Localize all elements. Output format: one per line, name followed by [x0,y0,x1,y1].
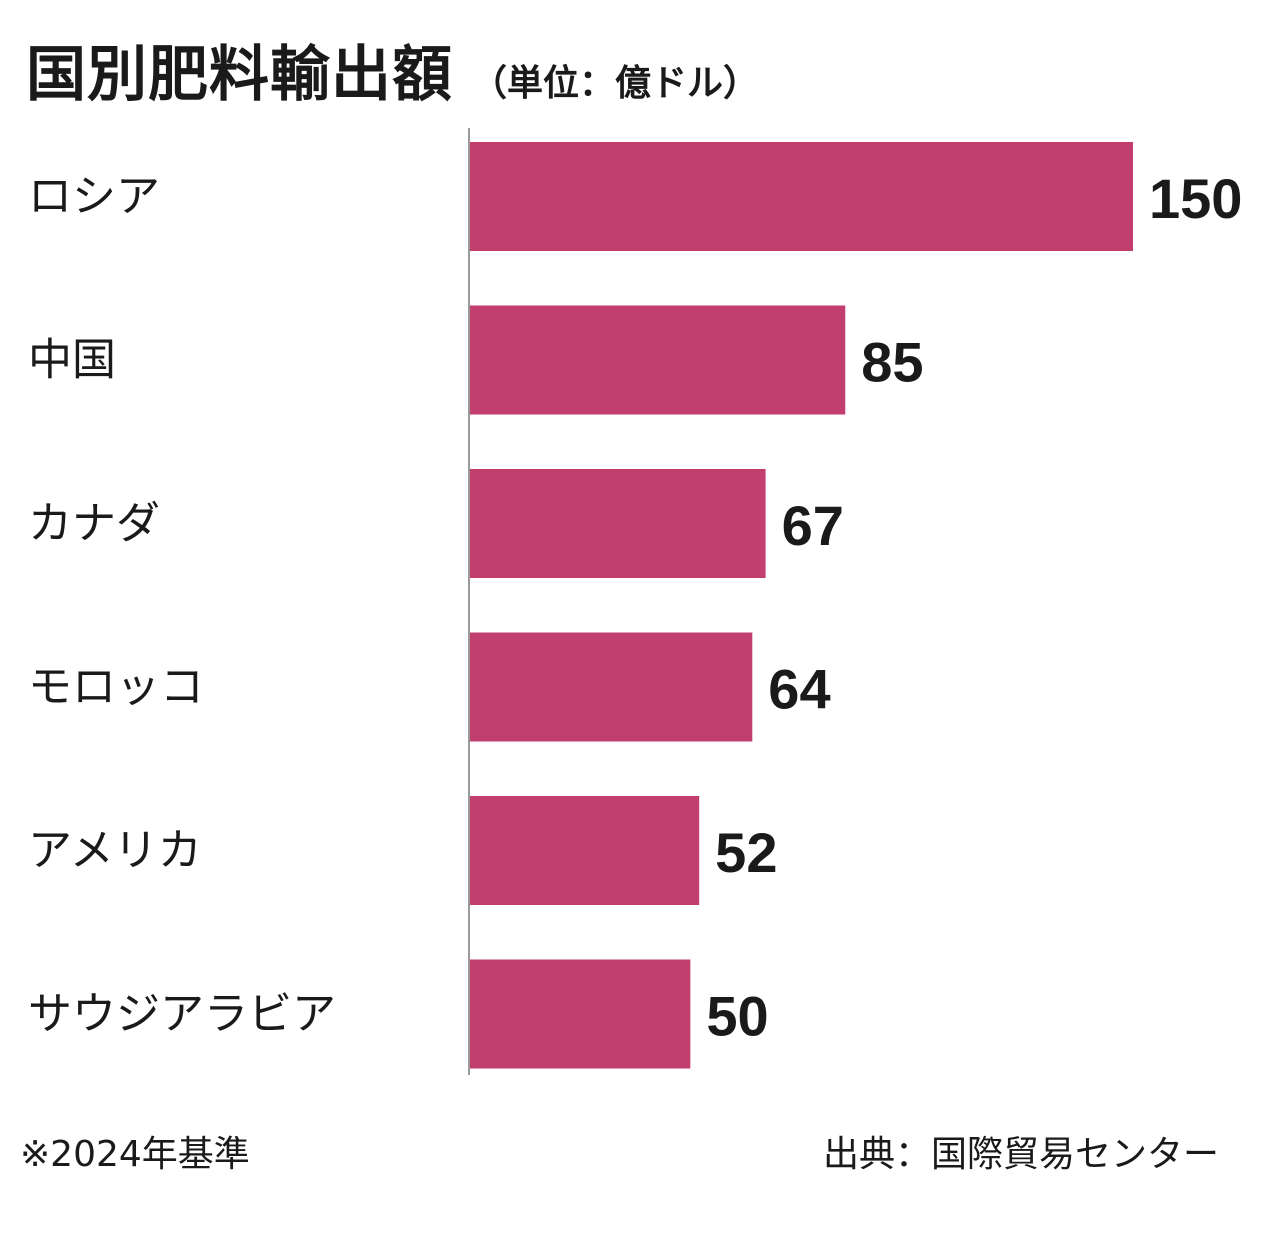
data-label: 67 [782,494,844,557]
chart-title: 国別肥料輸出額 [26,40,453,110]
footnote: ※2024年基準 [20,1134,250,1175]
bar [469,796,700,905]
category-label: 中国 [28,335,116,386]
category-label: ロシア [28,171,160,222]
bar [469,959,691,1069]
data-label: 52 [715,821,777,884]
data-label: 50 [706,985,768,1048]
data-label: 85 [861,331,923,394]
category-label: アメリカ [28,825,202,876]
bar [469,305,846,415]
category-label: カナダ [28,498,160,549]
chart-header: 国別肥料輸出額 （単位：億ドル） [26,26,760,110]
source-credit: 出典：国際貿易センター [822,1134,1219,1175]
chart-unit-label: （単位：億ドル） [471,63,760,104]
bar [469,469,766,578]
data-label: 64 [768,658,830,721]
bar [469,632,753,742]
data-label: 150 [1149,167,1242,230]
category-label: モロッコ [28,662,204,713]
category-label: サウジアラビア [28,989,336,1040]
bar [469,142,1133,251]
